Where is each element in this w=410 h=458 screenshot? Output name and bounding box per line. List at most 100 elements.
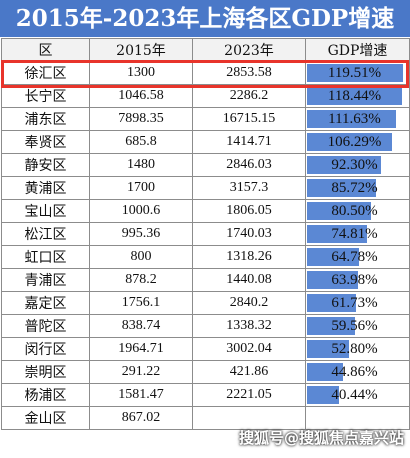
district-cell: 虹口区 bbox=[1, 245, 90, 269]
growth-label: 111.63% bbox=[328, 110, 381, 127]
gdp-2023-cell: 16715.15 bbox=[192, 107, 306, 131]
growth-label bbox=[355, 410, 361, 426]
gdp-2023-cell: 1440.08 bbox=[192, 268, 306, 292]
growth-bar bbox=[307, 248, 359, 266]
table-row: 徐汇区 1300 2853.58 119.51% bbox=[1, 61, 410, 85]
growth-bar bbox=[307, 271, 358, 289]
table-row: 闵行区 1964.71 3002.04 52.80% bbox=[1, 337, 410, 361]
table-row: 嘉定区 1756.1 2840.2 61.73% bbox=[1, 291, 410, 315]
gdp-2015-cell: 800 bbox=[89, 245, 193, 269]
gdp-2015-cell: 1046.58 bbox=[89, 84, 193, 108]
district-cell: 长宁区 bbox=[1, 84, 90, 108]
gdp-2023-cell: 1414.71 bbox=[192, 130, 306, 154]
district-cell: 静安区 bbox=[1, 153, 90, 177]
district-cell: 杨浦区 bbox=[1, 383, 90, 407]
gdp-2015-cell: 878.2 bbox=[89, 268, 193, 292]
growth-bar bbox=[307, 225, 367, 243]
gdp-2015-cell: 1581.47 bbox=[89, 383, 193, 407]
growth-cell: 85.72% bbox=[305, 176, 410, 200]
gdp-2015-cell: 838.74 bbox=[89, 314, 193, 338]
growth-cell: 63.98% bbox=[305, 268, 410, 292]
growth-label: 59.56% bbox=[331, 317, 378, 334]
gdp-2023-cell: 2286.2 bbox=[192, 84, 306, 108]
gdp-2023-cell: 1338.32 bbox=[192, 314, 306, 338]
growth-label: 52.80% bbox=[331, 340, 378, 357]
gdp-2015-cell: 1964.71 bbox=[89, 337, 193, 361]
gdp-table: 区 2015年 2023年 GDP增速 徐汇区 1300 2853.58 119.51… bbox=[1, 38, 410, 430]
growth-cell: 80.50% bbox=[305, 199, 410, 223]
district-cell: 青浦区 bbox=[1, 268, 90, 292]
table-row: 崇明区 291.22 421.86 44.86% bbox=[1, 360, 410, 384]
table-row: 虹口区 800 1318.26 64.78% bbox=[1, 245, 410, 269]
growth-cell: 118.44% bbox=[305, 84, 410, 108]
growth-bar bbox=[307, 179, 376, 197]
header-2023: 2023年 bbox=[192, 38, 306, 62]
watermark: 搜狐号@搜狐焦点嘉兴站 bbox=[238, 429, 404, 447]
table-row: 浦东区 7898.35 16715.15 111.63% bbox=[1, 107, 410, 131]
growth-bar bbox=[307, 294, 356, 312]
table-row: 普陀区 838.74 1338.32 59.56% bbox=[1, 314, 410, 338]
growth-cell: 106.29% bbox=[305, 130, 410, 154]
gdp-2015-cell: 685.8 bbox=[89, 130, 193, 154]
gdp-2015-cell: 1756.1 bbox=[89, 291, 193, 315]
growth-label: 92.30% bbox=[331, 156, 378, 173]
table-row: 奉贤区 685.8 1414.71 106.29% bbox=[1, 130, 410, 154]
growth-cell: 119.51% bbox=[305, 61, 410, 85]
growth-cell: 40.44% bbox=[305, 383, 410, 407]
gdp-2015-cell: 7898.35 bbox=[89, 107, 193, 131]
growth-bar bbox=[307, 363, 343, 381]
table-row: 松江区 995.36 1740.03 74.81% bbox=[1, 222, 410, 246]
gdp-2015-cell: 867.02 bbox=[89, 406, 193, 430]
gdp-2015-cell: 1000.6 bbox=[89, 199, 193, 223]
gdp-2023-cell: 3157.3 bbox=[192, 176, 306, 200]
growth-bar bbox=[307, 64, 403, 82]
gdp-2023-cell bbox=[192, 406, 306, 430]
table-row: 金山区 867.02 bbox=[1, 406, 410, 430]
growth-cell: 74.81% bbox=[305, 222, 410, 246]
gdp-2023-cell: 421.86 bbox=[192, 360, 306, 384]
growth-bar bbox=[307, 386, 339, 404]
district-cell: 宝山区 bbox=[1, 199, 90, 223]
growth-bar bbox=[307, 87, 402, 105]
district-cell: 普陀区 bbox=[1, 314, 90, 338]
header-growth: GDP增速 bbox=[305, 38, 410, 62]
growth-label: 118.44% bbox=[327, 87, 382, 104]
gdp-2023-cell: 2853.58 bbox=[192, 61, 306, 85]
growth-label: 63.98% bbox=[331, 271, 378, 288]
growth-cell bbox=[305, 406, 410, 430]
growth-cell: 59.56% bbox=[305, 314, 410, 338]
growth-cell: 52.80% bbox=[305, 337, 410, 361]
growth-label: 64.78% bbox=[331, 248, 378, 265]
district-cell: 黄浦区 bbox=[1, 176, 90, 200]
growth-label: 40.44% bbox=[331, 386, 378, 403]
district-cell: 闵行区 bbox=[1, 337, 90, 361]
table-body: 徐汇区 1300 2853.58 119.51% 长宁区 1046.58 2286.2 118… bbox=[1, 61, 410, 430]
table-row: 黄浦区 1700 3157.3 85.72% bbox=[1, 176, 410, 200]
growth-cell: 111.63% bbox=[305, 107, 410, 131]
growth-bar bbox=[307, 110, 396, 128]
gdp-2023-cell: 1806.05 bbox=[192, 199, 306, 223]
gdp-2015-cell: 1300 bbox=[89, 61, 193, 85]
district-cell: 浦东区 bbox=[1, 107, 90, 131]
growth-bar bbox=[307, 340, 349, 358]
growth-cell: 61.73% bbox=[305, 291, 410, 315]
growth-bar bbox=[307, 133, 392, 151]
table-row: 长宁区 1046.58 2286.2 118.44% bbox=[1, 84, 410, 108]
gdp-2023-cell: 2221.05 bbox=[192, 383, 306, 407]
growth-bar bbox=[307, 202, 371, 220]
gdp-2015-cell: 1480 bbox=[89, 153, 193, 177]
gdp-2023-cell: 3002.04 bbox=[192, 337, 306, 361]
table-row: 杨浦区 1581.47 2221.05 40.44% bbox=[1, 383, 410, 407]
growth-label: 80.50% bbox=[331, 202, 378, 219]
district-cell: 奉贤区 bbox=[1, 130, 90, 154]
growth-cell: 44.86% bbox=[305, 360, 410, 384]
gdp-2023-cell: 2840.2 bbox=[192, 291, 306, 315]
growth-label: 61.73% bbox=[331, 294, 378, 311]
gdp-2023-cell: 1740.03 bbox=[192, 222, 306, 246]
page-title: 2015年-2023年上海各区GDP增速 bbox=[0, 0, 410, 37]
header-2015: 2015年 bbox=[89, 38, 193, 62]
growth-label: 106.29% bbox=[327, 133, 382, 150]
growth-cell: 92.30% bbox=[305, 153, 410, 177]
header-district: 区 bbox=[1, 38, 90, 62]
table-row: 静安区 1480 2846.03 92.30% bbox=[1, 153, 410, 177]
